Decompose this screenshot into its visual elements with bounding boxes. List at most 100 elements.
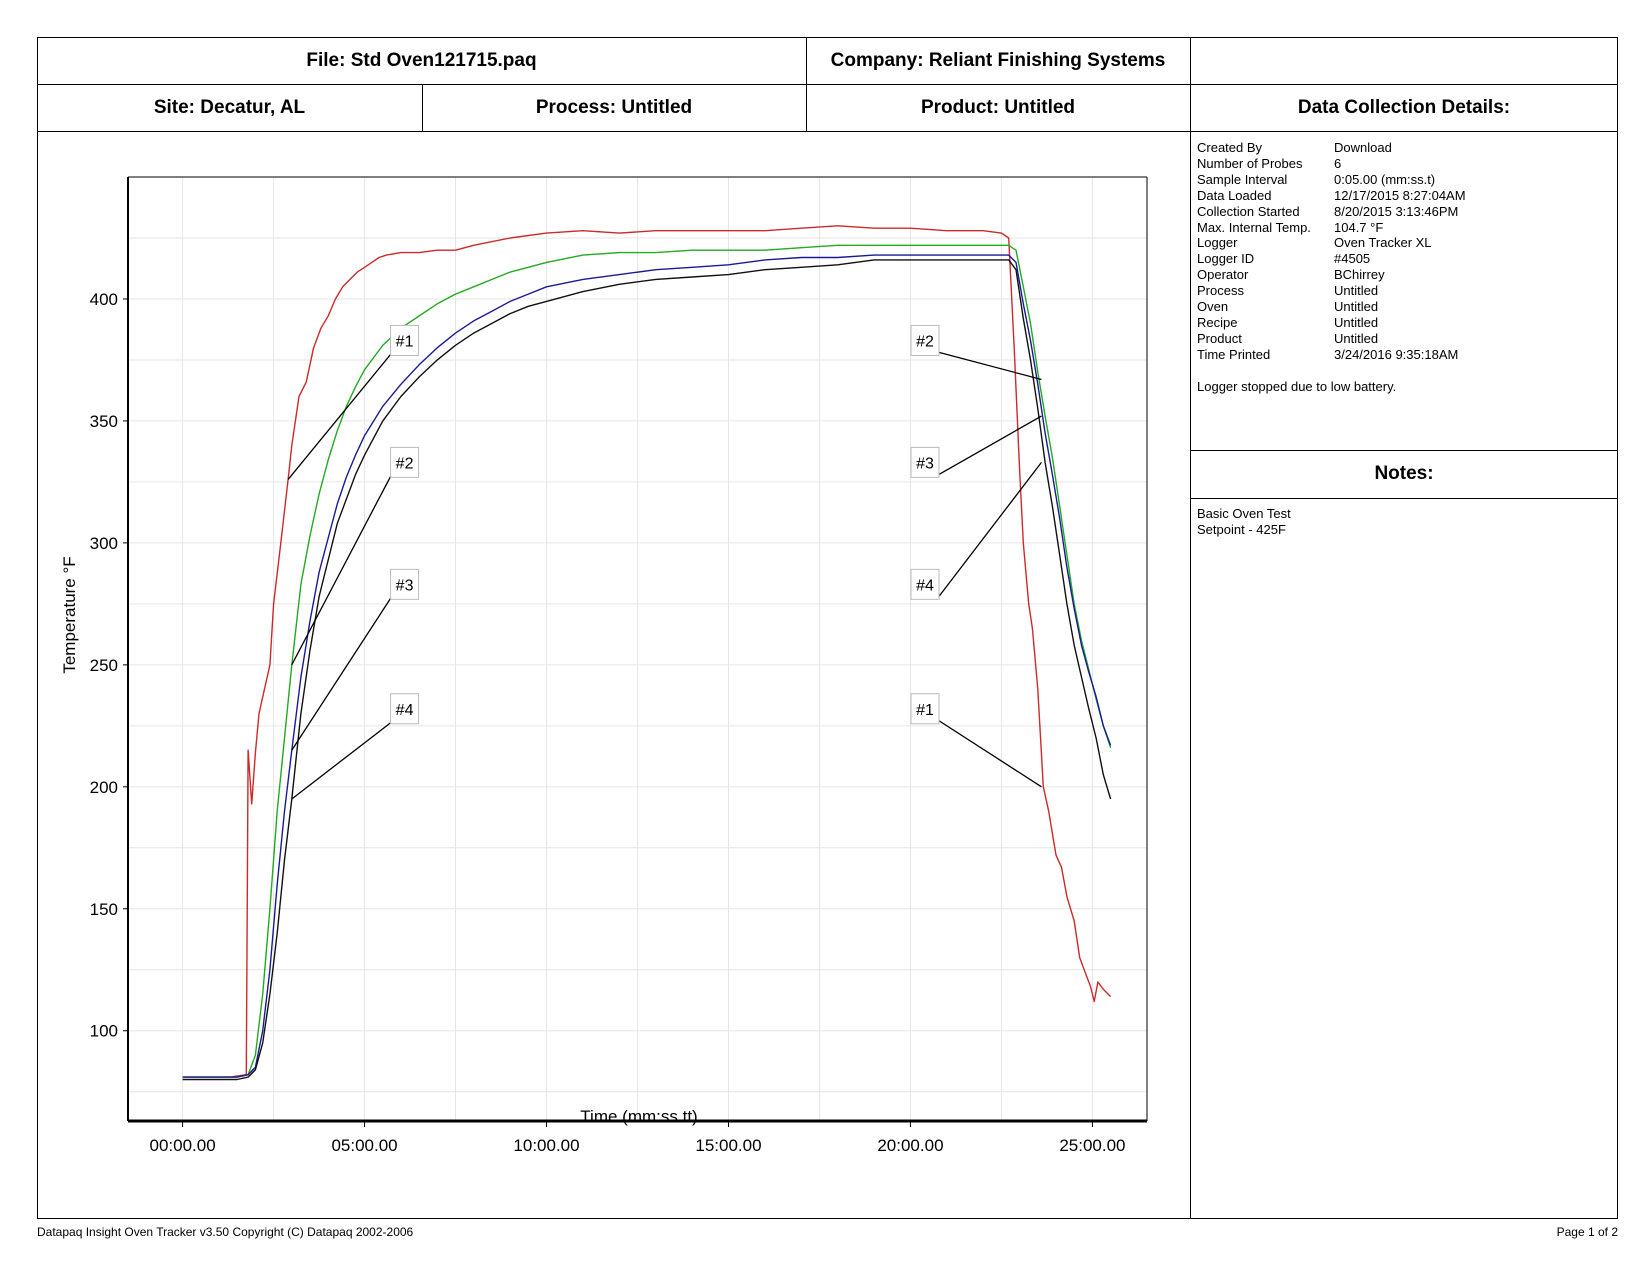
details-row: Operator BChirrey <box>1197 267 1466 283</box>
callout-label: #1 <box>916 702 934 719</box>
callout-label: #4 <box>396 702 414 719</box>
x-tick-label: 05:00.00 <box>331 1136 397 1155</box>
data-collection-title: Data Collection Details: <box>1297 96 1511 118</box>
header-divider-2 <box>37 131 1618 132</box>
details-key: Oven <box>1197 299 1229 315</box>
details-value: 8/20/2015 3:13:46PM <box>1334 203 1459 219</box>
callout-leader <box>938 462 1042 597</box>
details-key: Number of Probes <box>1197 155 1303 171</box>
details-value: Untitled <box>1334 283 1379 299</box>
details-key: Operator <box>1197 267 1249 283</box>
details-key: Collection Started <box>1197 203 1300 219</box>
header-divider-1 <box>37 84 1618 85</box>
header-col-divider-b <box>1190 37 1191 1219</box>
details-row: Collection Started 8/20/2015 3:13:46PM <box>1197 204 1466 220</box>
y-tick-label: 150 <box>90 900 118 919</box>
process-name: Process: Untitled <box>535 96 693 118</box>
callout-leader <box>291 722 391 800</box>
callout-box <box>910 446 940 478</box>
details-value: Untitled <box>1334 299 1379 315</box>
note-line: Setpoint - 425F <box>1197 521 1286 537</box>
callout-leader <box>938 415 1042 475</box>
details-row: Recipe Untitled <box>1197 315 1466 331</box>
notes-divider-bottom <box>1190 498 1618 499</box>
x-tick-label: 00:00.00 <box>149 1136 215 1155</box>
footer-copyright: Datapaq Insight Oven Tracker v3.50 Copyr… <box>37 1225 414 1239</box>
details-value: 3/24/2016 9:35:18AM <box>1334 346 1459 362</box>
x-axis-label: Time (mm:ss.tt) <box>580 1107 697 1126</box>
x-tick-label: 25:00.00 <box>1059 1136 1125 1155</box>
x-tick-label: 10:00.00 <box>513 1136 579 1155</box>
details-key: Process <box>1197 283 1244 299</box>
callout-label: #3 <box>916 455 934 472</box>
details-value: Untitled <box>1334 314 1379 330</box>
callout-box <box>390 324 420 356</box>
details-row: Logger Oven Tracker XL <box>1197 235 1466 251</box>
details-value: #4505 <box>1334 251 1371 267</box>
callout-leader <box>938 351 1042 381</box>
details-value: 0:05.00 (mm:ss.t) <box>1334 171 1436 187</box>
details-value: Oven Tracker XL <box>1334 235 1432 251</box>
callout-box <box>390 693 420 725</box>
details-key: Sample Interval <box>1197 171 1288 187</box>
y-tick-label: 250 <box>90 656 118 675</box>
callout-box <box>910 568 940 600</box>
x-tick-label: 20:00.00 <box>877 1136 943 1155</box>
details-row: Time Printed 3/24/2016 9:35:18AM <box>1197 347 1466 363</box>
file-name: File: Std Oven121715.paq <box>306 49 537 71</box>
callout-label: #3 <box>396 577 414 594</box>
details-row: Max. Internal Temp. 104.7 °F <box>1197 220 1466 236</box>
site-name: Site: Decatur, AL <box>153 96 306 118</box>
details-key: Logger <box>1197 235 1238 251</box>
callout-leader <box>287 354 392 480</box>
notes-title: Notes: <box>1374 463 1434 484</box>
status-message: Logger stopped due to low battery. <box>1197 378 1397 394</box>
details-key: Product <box>1197 330 1242 346</box>
details-row: Logger ID #4505 <box>1197 251 1466 267</box>
details-row: Sample Interval 0:05.00 (mm:ss.t) <box>1197 172 1466 188</box>
callout-box <box>390 446 420 478</box>
header-col-divider-c <box>422 84 423 131</box>
footer-page-number: Page 1 of 2 <box>1556 1225 1618 1239</box>
temperature-chart: #1 #2 #3 #4 #2 #3 #4 #1 100 150 200 250 300 350 400 00… <box>60 176 1148 1155</box>
callout-box <box>910 324 940 356</box>
callout-label: #2 <box>396 455 414 472</box>
details-key: Logger ID <box>1197 251 1255 267</box>
note-line: Basic Oven Test <box>1197 506 1291 521</box>
details-key: Time Printed <box>1197 346 1271 362</box>
details-key: Max. Internal Temp. <box>1197 219 1311 235</box>
details-row: Data Loaded 12/17/2015 8:27:04AM <box>1197 188 1466 204</box>
y-tick-label: 300 <box>90 534 118 553</box>
details-value: BChirrey <box>1334 267 1385 283</box>
details-row: Number of Probes 6 <box>1197 156 1466 172</box>
report-frame <box>37 37 1618 1219</box>
callout-box <box>390 568 420 600</box>
callout-label: #2 <box>916 333 934 350</box>
details-key: Recipe <box>1197 314 1238 330</box>
y-tick-label: 200 <box>90 778 118 797</box>
callout-box <box>910 693 940 725</box>
callout-leader <box>291 598 392 751</box>
details-row: Process Untitled <box>1197 283 1466 299</box>
details-value: Download <box>1334 140 1392 155</box>
series-line-4 <box>182 259 1112 1081</box>
header-col-divider-a <box>806 37 807 131</box>
details-value: 12/17/2015 8:27:04AM <box>1334 187 1466 203</box>
details-list: Created By Download Number of Probes 6 Sam… <box>1197 140 1466 394</box>
notes-divider-top <box>1190 450 1618 451</box>
y-tick-label: 100 <box>90 1022 118 1041</box>
callout-label: #1 <box>396 333 414 350</box>
company-name: Company: Reliant Finishing Systems <box>830 49 1166 71</box>
details-value: 104.7 °F <box>1334 219 1384 235</box>
details-key: Created By <box>1197 140 1263 155</box>
details-value: Untitled <box>1334 330 1379 346</box>
details-row: Oven Untitled <box>1197 299 1466 315</box>
details-value: 6 <box>1334 155 1342 171</box>
series-line-3 <box>182 254 1112 1078</box>
notes-text: Basic Oven Test Setpoint - 425F <box>1197 506 1291 538</box>
details-key: Data Loaded <box>1197 187 1272 203</box>
details-row: Product Untitled <box>1197 331 1466 347</box>
y-tick-label: 400 <box>90 290 118 309</box>
callout-leader <box>291 476 392 666</box>
details-row: Created By Download <box>1197 140 1466 156</box>
